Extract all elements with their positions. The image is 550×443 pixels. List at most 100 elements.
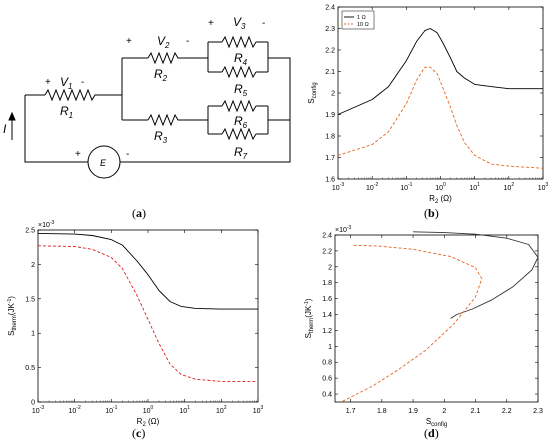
x-tick-label: 10-3	[32, 405, 44, 415]
x-axis-label: R2 (Ω)	[137, 417, 160, 428]
resistor-r2	[147, 51, 180, 65]
x-tick-label: 10-2	[366, 182, 378, 192]
y-multiplier: ×10-3	[38, 220, 55, 229]
y-tick-label: 1.7	[325, 155, 335, 162]
x-tick-label: 103	[538, 182, 549, 192]
chart-d: 1.7 1.8 1.9 2 2.1 2.2 2.3 0.4 0.6 0.8 1 1.2 1.4 1.6 1.…	[304, 225, 543, 428]
x-tick-label: 2	[442, 408, 446, 415]
y-axis-label: Stherm(JK-1)	[304, 298, 315, 338]
y-tick-label: 1.8	[325, 134, 335, 141]
x-tick-label: 102	[504, 182, 515, 192]
voltage-source	[87, 145, 121, 179]
y-axis-label: Sconfig	[307, 82, 318, 103]
x-tick-label: 10-1	[400, 182, 412, 192]
caption-b: b	[424, 206, 439, 221]
y-axis-label: Stherm(JK-1)	[7, 296, 18, 336]
caption-c: c	[132, 426, 145, 441]
y-tick-label: 2.2	[325, 48, 335, 55]
current-label: I	[3, 122, 7, 136]
y-tick-label: 0	[31, 400, 35, 407]
resistor-r6	[221, 99, 257, 113]
caption-d: d	[424, 426, 439, 441]
y-tick-label: 1	[31, 331, 35, 338]
v1-label: V1	[60, 75, 72, 91]
series-line-0	[37, 232, 258, 310]
r1-minus: -	[81, 77, 84, 88]
r2-minus: -	[186, 36, 189, 47]
resistor-r1	[44, 88, 98, 102]
r7-label: R7	[234, 145, 248, 161]
y-tick-label: 2.1	[325, 69, 335, 76]
y-tick-label: 2.3	[325, 26, 335, 33]
y-tick-label: 1.6	[325, 177, 335, 184]
source-plus: +	[75, 149, 81, 160]
chart-b: 10-3 10-2 10-1 100 101 102 103 1.6 1.7 1.8 1.9 2 2.1…	[307, 5, 549, 206]
r6-label: R6	[234, 114, 248, 130]
x-tick-label: 2.1	[471, 408, 481, 415]
y-tick-label: 1.2	[322, 328, 332, 335]
x-tick-label: 10-1	[105, 405, 117, 415]
y-tick-label: 1.8	[322, 280, 332, 287]
x-tick-label: 2.3	[533, 408, 543, 415]
legend	[341, 10, 375, 30]
v2-label: V2	[157, 34, 170, 50]
y-tick-label: 2.4	[325, 5, 335, 12]
source-minus: -	[126, 149, 129, 160]
x-tick-label: 1.8	[377, 408, 387, 415]
y-tick-label: 2.5	[25, 228, 35, 235]
caption-a: a	[132, 206, 146, 221]
legend-label: 1 Ω	[357, 15, 366, 21]
r1-plus: +	[45, 77, 51, 88]
resistor-r5	[221, 65, 257, 79]
resistor-r3	[147, 113, 180, 127]
x-tick-label: 100	[435, 182, 446, 192]
x-tick-label: 10-2	[69, 405, 81, 415]
y-tick-label: 1.5	[25, 296, 35, 303]
plot-frame	[337, 6, 544, 180]
series-line-1	[337, 66, 544, 169]
y-tick-label: 0.5	[25, 365, 35, 372]
series-line-1	[340, 244, 483, 403]
y-tick-label: 2	[331, 91, 335, 98]
r3-label: R3	[154, 129, 168, 145]
x-tick-label: 1.7	[346, 408, 356, 415]
x-tick-label: 100	[143, 405, 154, 415]
circuit-diagram	[8, 35, 291, 179]
x-tick-label: 103	[253, 405, 264, 415]
plot-frame	[37, 229, 259, 403]
y-tick-label: 1.4	[322, 312, 332, 319]
y-tick-label: 0.8	[322, 360, 332, 367]
y-tick-label: 1.9	[325, 112, 335, 119]
series-line-0	[413, 231, 539, 319]
v3-label: V3	[233, 15, 246, 31]
series-line-1	[37, 245, 258, 382]
y-tick-label: 1.6	[322, 296, 332, 303]
plot-frame	[334, 234, 539, 403]
y-tick-label: 0.4	[322, 392, 332, 399]
wire-bottom	[120, 124, 291, 163]
y-tick-label: 0.6	[322, 376, 332, 383]
resistor-r4	[221, 35, 257, 49]
y-tick-label: 2	[31, 262, 35, 269]
x-tick-label: 10-3	[332, 182, 344, 192]
r2-plus: +	[126, 36, 132, 47]
x-tick-label: 101	[179, 405, 190, 415]
y-tick-label: 2.2	[322, 248, 332, 255]
resistor-r7	[221, 127, 257, 141]
x-tick-label: 101	[469, 182, 480, 192]
x-tick-label: 1.9	[408, 408, 418, 415]
x-tick-label: 102	[216, 405, 227, 415]
wire-left	[24, 95, 88, 163]
circuit-labels: I E + - + V1 - R1 + V2 - R2 R3 + V3 - R4…	[3, 15, 265, 168]
r5-label: R5	[234, 82, 248, 98]
y-tick-label: 2.4	[322, 233, 332, 240]
r4-plus: +	[208, 18, 214, 29]
legend-label: 10 Ω	[357, 22, 369, 28]
x-axis-label: R2 (Ω)	[429, 194, 452, 205]
chart-c: 10-3 10-2 10-1 100 101 102 103 0 0.5 1 1.5 2 2.5×10-…	[7, 220, 264, 428]
source-label: E	[100, 158, 107, 168]
r2-label: R2	[154, 67, 168, 83]
r1-label: R1	[60, 104, 73, 120]
r4-minus: -	[262, 18, 265, 29]
